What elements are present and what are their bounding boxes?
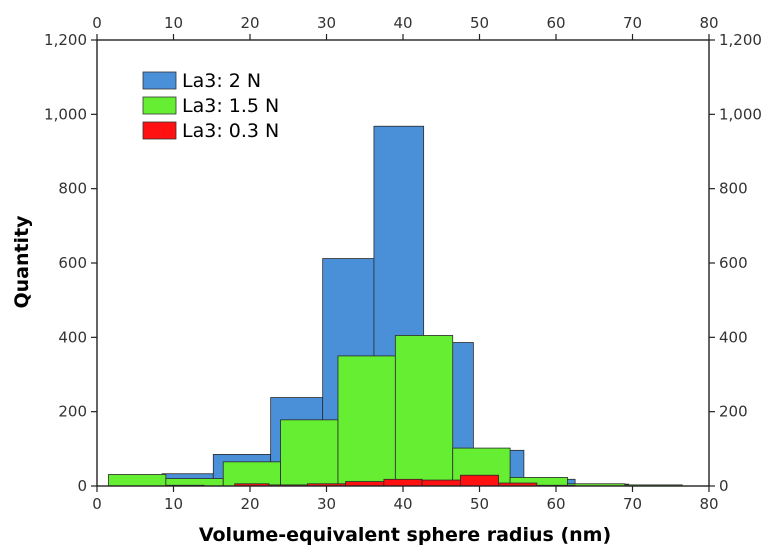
histogram-bars [108,125,683,487]
y-tick-label-right: 800 [719,180,748,198]
y-tick-label-left: 1,200 [44,31,87,49]
y-tick-label-right: 400 [719,328,748,346]
bar-1-5n-5 [394,335,454,487]
bar-0-3n-7 [459,474,500,487]
y-tick-label-right: 0 [719,477,729,495]
x-tick-label-bottom: 80 [699,495,718,513]
x-tick-label-top: 60 [546,14,565,32]
x-tick-label-top: 40 [393,14,412,32]
legend-label-1-5n: La3: 1.5 N [182,95,279,117]
x-tick-label-bottom: 10 [164,495,183,513]
legend-swatch-2n [142,71,177,90]
y-tick-label-left: 400 [58,328,87,346]
x-tick-label-top: 20 [240,14,259,32]
x-tick-label-top: 70 [623,14,642,32]
x-tick-label-bottom: 50 [470,495,489,513]
y-tick-label-left: 600 [58,254,87,272]
y-tick-label-right: 200 [719,403,748,421]
x-tick-label-bottom: 70 [623,495,642,513]
x-tick-label-bottom: 60 [546,495,565,513]
x-tick-label-bottom: 0 [92,495,102,513]
x-tick-label-top: 50 [470,14,489,32]
x-tick-label-bottom: 30 [317,495,336,513]
x-tick-label-top: 0 [92,14,102,32]
legend-label-0-3n: La3: 0.3 N [182,120,279,142]
y-tick-label-right: 1,200 [719,31,762,49]
x-tick-label-top: 10 [164,14,183,32]
bar-0-3n-5 [383,478,423,487]
x-tick-label-bottom: 40 [393,495,412,513]
legend: La3: 2 N La3: 1.5 N La3: 0.3 N [142,70,279,142]
y-tick-label-right: 1,000 [719,105,762,123]
y-axis-title: Quantity [11,215,33,309]
x-tick-label-bottom: 20 [240,495,259,513]
y-tick-label-left: 200 [58,403,87,421]
x-tick-label-top: 80 [699,14,718,32]
bar-1-5n-0 [108,474,167,487]
y-tick-label-left: 800 [58,180,87,198]
y-tick-label-left: 1,000 [44,105,87,123]
bar-1-5n-2 [222,461,282,487]
y-tick-label-right: 600 [719,254,748,272]
y-tick-label-left: 0 [77,477,87,495]
x-axis-title: Volume-equivalent sphere radius (nm) [199,524,611,546]
legend-swatch-0-3n [142,121,177,140]
legend-label-2n: La3: 2 N [182,70,261,92]
x-tick-label-top: 30 [317,14,336,32]
bar-1-5n-4 [337,355,396,487]
bar-0-3n-6 [421,479,461,487]
legend-swatch-1-5n [142,96,177,115]
bar-1-5n-3 [280,419,339,487]
